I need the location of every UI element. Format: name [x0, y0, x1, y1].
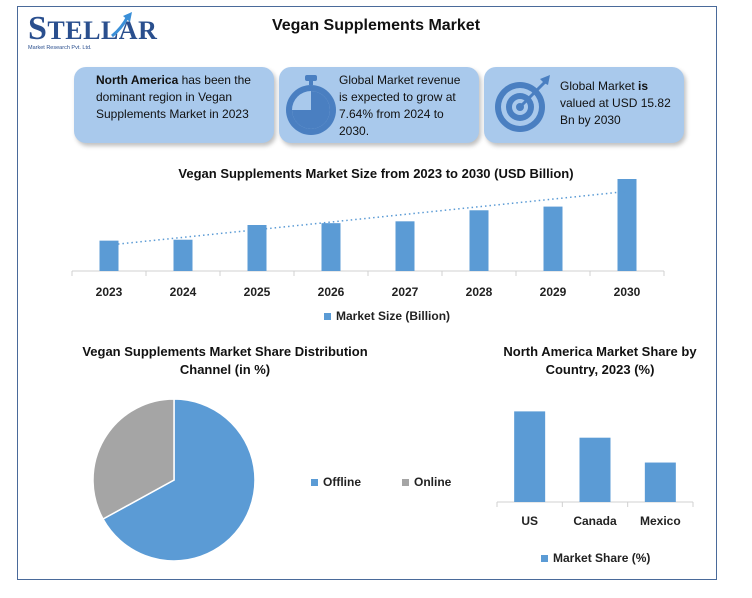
- bar-2023: [99, 240, 119, 271]
- card1-bold: North America: [96, 73, 179, 87]
- logo-wordmark: STELLAR: [28, 10, 158, 47]
- logo-arrow-icon: [111, 12, 132, 38]
- market-size-chart: 2023 2024 2025 2026 2027 2028 2029 2030: [71, 179, 665, 299]
- legend-label: Market Size (Billion): [336, 309, 451, 323]
- country-tick-label: Canada: [573, 514, 617, 528]
- legend-swatch: [324, 312, 331, 320]
- stellar-logo: STELLAR Market Research Pvt. Ltd.: [22, 8, 157, 56]
- trendline: [108, 190, 628, 246]
- country-legend-swatch: [541, 554, 548, 562]
- x-tick-label: 2025: [244, 285, 271, 299]
- card1-text: has been the dominant region in Vegan Su…: [96, 73, 251, 121]
- info-card-growth: Global Market revenue is expected to gro…: [279, 67, 479, 143]
- logo-subtitle: Market Research Pvt. Ltd.: [28, 45, 92, 51]
- bar-2025: [247, 225, 267, 271]
- online-swatch: [402, 478, 409, 486]
- card2-text: Global Market revenue is expected to gro…: [339, 73, 461, 138]
- country-legend: Market Share (%): [541, 551, 650, 565]
- x-tick-label: 2030: [614, 285, 641, 299]
- channel-chart-title: Vegan Supplements Market Share Distribut…: [82, 344, 368, 377]
- info-card-region: North America has been the dominant regi…: [74, 67, 274, 143]
- stopwatch-icon: [286, 75, 336, 135]
- x-tick-label: 2027: [392, 285, 419, 299]
- offline-swatch: [311, 478, 318, 486]
- country-tick-label: Mexico: [640, 514, 681, 528]
- bar-2024: [173, 239, 193, 271]
- online-label: Online: [414, 475, 452, 489]
- market-size-chart-title: Vegan Supplements Market Size from 2023 …: [178, 166, 574, 181]
- bar-2030: [617, 179, 637, 271]
- bar-2029: [543, 206, 563, 271]
- bar-2028: [469, 210, 489, 271]
- x-tick-label: 2028: [466, 285, 493, 299]
- target-icon: [495, 75, 550, 132]
- info-card-value: Global Market is valued at USD 15.82 Bn …: [484, 67, 684, 143]
- pie-legend-online: Online: [402, 475, 451, 489]
- x-tick-label: 2023: [96, 285, 123, 299]
- channel-pie-chart: [92, 398, 256, 562]
- market-size-legend: Market Size (Billion): [324, 309, 450, 323]
- x-tick-label: 2026: [318, 285, 345, 299]
- offline-label: Offline: [323, 475, 361, 489]
- pie-slice-online: [92, 398, 175, 521]
- country-legend-label: Market Share (%): [553, 551, 651, 565]
- card3-text: Global Market is valued at USD 15.82 Bn …: [560, 79, 671, 127]
- bar-canada: [579, 437, 611, 502]
- country-chart-title: North America Market Share by Country, 2…: [503, 344, 697, 377]
- bar-2027: [395, 221, 415, 271]
- x-tick-label: 2029: [540, 285, 567, 299]
- bar-2026: [321, 223, 341, 271]
- pie-slice-offline: [101, 398, 256, 562]
- pie-legend-offline: Offline: [311, 475, 361, 489]
- bar-mexico: [644, 462, 676, 502]
- page-title: Vegan Supplements Market: [271, 17, 481, 34]
- country-tick-label: US: [521, 514, 538, 528]
- bar-us: [514, 411, 546, 502]
- x-tick-label: 2024: [170, 285, 197, 299]
